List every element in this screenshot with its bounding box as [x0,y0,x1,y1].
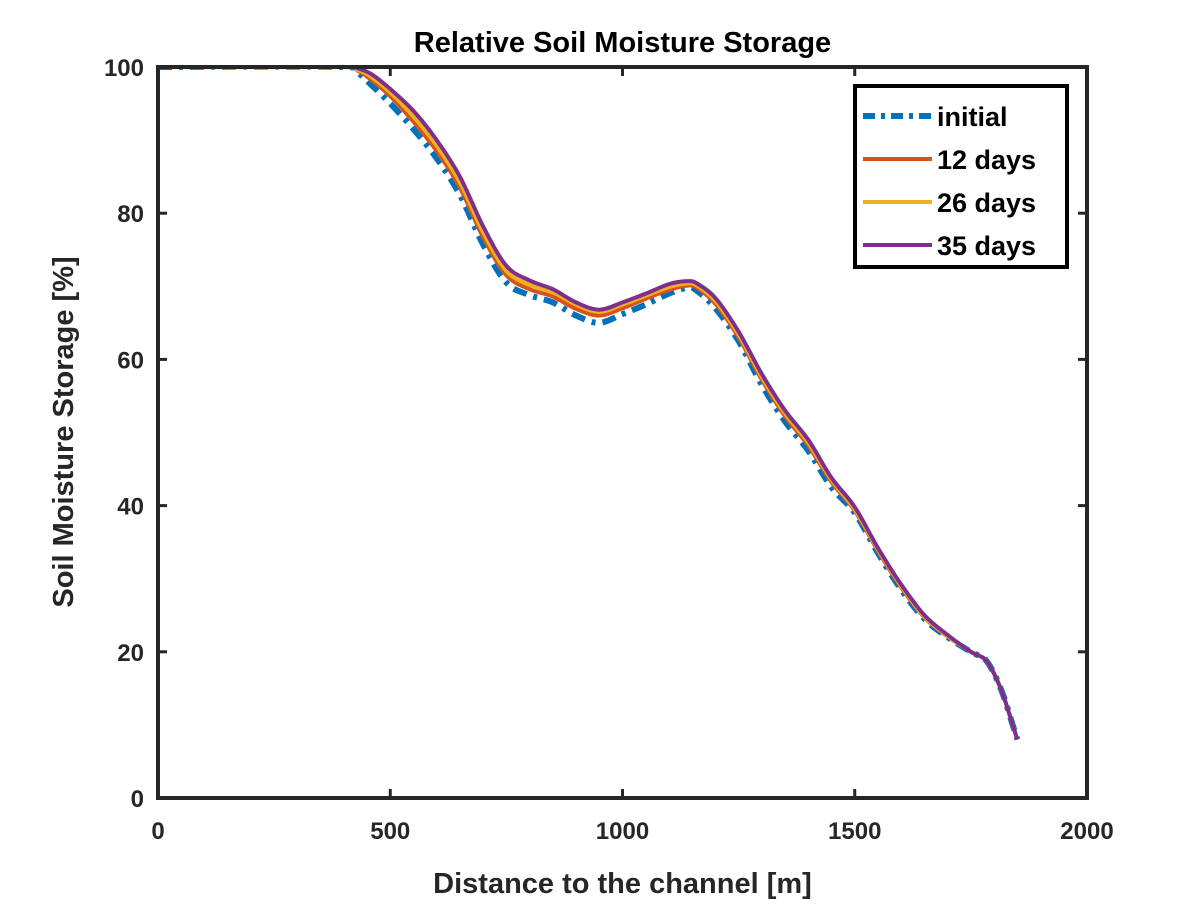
y-tick-label-3: 60 [117,347,144,374]
y-tick-label-0: 0 [131,786,144,813]
y-tick-label-4: 80 [117,201,144,228]
legend-items: initial 12 days 26 days 35 days [863,102,1036,261]
chart-title: Relative Soil Moisture Storage [414,27,831,59]
legend-label-2: 26 days [937,188,1036,218]
legend: initial 12 days 26 days 35 days [853,84,1069,269]
y-tick-label-5: 100 [104,55,144,82]
series-layer [158,67,1021,741]
y-axis-label: Soil Moisture Storage [%] [48,256,80,607]
y-tick-label-2: 40 [117,494,144,521]
x-tick-label-3: 1500 [828,818,881,845]
series-line-0 [158,67,1021,741]
plot-frame [156,65,1089,800]
legend-label-0: initial [937,102,1008,132]
legend-label-3: 35 days [937,231,1036,261]
x-axis-label: Distance to the channel [m] [433,868,812,900]
x-tick-label-1: 500 [370,818,410,845]
tick-labels: 0 500 1000 1500 2000 0 20 40 60 80 100 [104,55,1114,845]
legend-box [853,84,1069,269]
y-tick-label-1: 20 [117,640,144,667]
series-line-3 [158,67,1020,741]
x-tick-label-2: 1000 [596,818,649,845]
legend-label-1: 12 days [937,145,1036,175]
x-tick-label-4: 2000 [1060,818,1113,845]
x-tick-label-0: 0 [151,818,164,845]
